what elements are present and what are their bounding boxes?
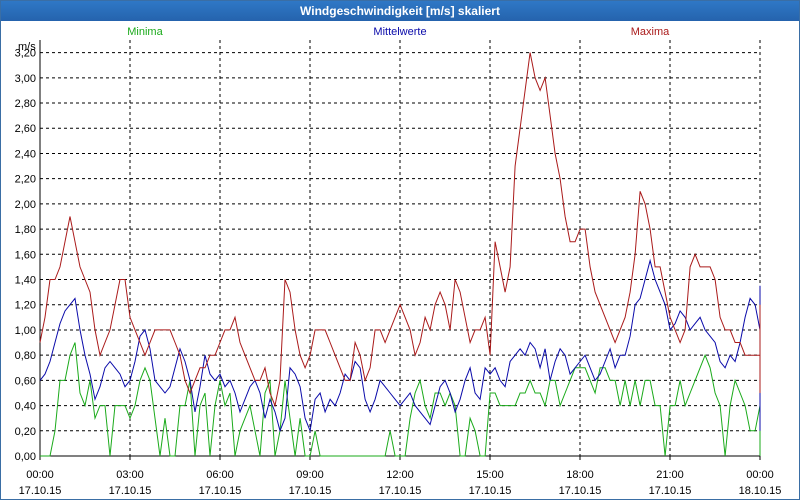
y-tick-label: 2,40 [15, 148, 36, 160]
y-tick-label: 1,00 [15, 325, 36, 337]
x-tick-time-label: 12:00 [386, 469, 414, 481]
y-tick-label: 1,40 [15, 275, 36, 287]
x-tick-time-label: 21:00 [656, 469, 684, 481]
x-tick-time-label: 18:00 [566, 469, 594, 481]
x-tick-date-label: 17.10.15 [109, 485, 152, 497]
legend-entry-minima: Minima [127, 26, 163, 38]
series-line-maxima [39, 52, 761, 408]
legend-entry-maxima: Maxima [631, 26, 670, 38]
x-tick-date-label: 17.10.15 [649, 485, 692, 497]
x-tick-date-label: 18.10.15 [739, 485, 782, 497]
y-tick-label: 2,20 [15, 174, 36, 186]
y-tick-labels: 0,00 0,20 0,40 0,60 0,80 1,00 1,20 1,40 1,60 1,80… [15, 48, 36, 463]
x-tick-time-label: 09:00 [296, 469, 324, 481]
x-tick-date-label: 17.10.15 [379, 485, 422, 497]
y-tick-label: 3,00 [15, 73, 36, 85]
series-lines [39, 52, 761, 457]
y-tick-label: 1,80 [15, 224, 36, 236]
x-tick-date-label: 17.10.15 [199, 485, 242, 497]
y-tick-label: 1,60 [15, 249, 36, 261]
x-tick-time-label: 06:00 [206, 469, 234, 481]
y-tick-label: 0,60 [15, 375, 36, 387]
y-tick-label: 2,60 [15, 123, 36, 135]
y-tick-label: 0,00 [15, 451, 36, 463]
grid-lines [39, 40, 761, 460]
y-axis-unit-label: m/s [18, 41, 36, 53]
x-tick-time-label: 00:00 [26, 469, 54, 481]
x-tick-time-label: 03:00 [116, 469, 144, 481]
x-tick-time-label: 15:00 [476, 469, 504, 481]
x-tick-date-label: 17.10.15 [469, 485, 512, 497]
y-tick-label: 0,80 [15, 350, 36, 362]
y-tick-label: 1,20 [15, 300, 36, 312]
x-tick-date-label: 17.10.15 [19, 485, 62, 497]
x-tick-date-label: 17.10.15 [559, 485, 602, 497]
y-tick-label: 0,40 [15, 401, 36, 413]
window-title: Windgeschwindigkeit [m/s] skaliert [1, 1, 799, 21]
y-tick-label: 0,20 [15, 426, 36, 438]
x-tick-date-label: 17.10.15 [289, 485, 332, 497]
y-tick-label: 3,20 [15, 48, 36, 60]
legend-entry-mittelwerte: Mittelwerte [373, 26, 426, 38]
y-tick-label: 2,80 [15, 98, 36, 110]
x-tick-time-label: 00:00 [746, 469, 774, 481]
x-tick-labels: 00:00 17.10.15 03:00 17.10.15 06:00 17.10.15 0… [19, 469, 782, 497]
y-tick-label: 2,00 [15, 199, 36, 211]
legend: Minima Mittelwerte Maxima [127, 26, 670, 38]
